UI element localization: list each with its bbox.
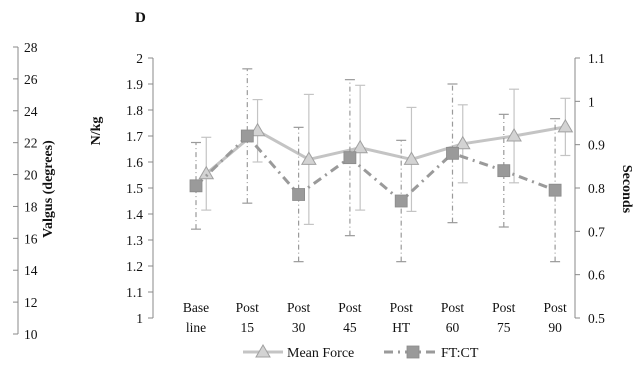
- ft-ct-error-bar: [550, 118, 561, 263]
- left-tick-label: 1.1: [126, 285, 143, 300]
- left-tick-label: 1.2: [126, 259, 143, 274]
- x-tick-label: Post 75: [492, 300, 516, 335]
- ft-ct-series-line: [194, 134, 556, 203]
- left-axis-title: N/kg: [89, 117, 104, 146]
- right-axis-title: Seconds: [619, 165, 634, 214]
- x-tick-label: Post 60: [441, 300, 465, 335]
- x-tick-label-line-1: Base: [183, 300, 209, 315]
- right-axis: 0.5 0.6 0.7 0.8 0.9 1 1.1 Seconds: [574, 51, 634, 326]
- x-tick-label-line-2: HT: [392, 320, 411, 335]
- x-tick-label-line-2: 45: [343, 320, 357, 335]
- legend-entry-label: Mean Force: [287, 346, 354, 361]
- x-tick-label-line-2: 75: [497, 320, 511, 335]
- left-tick-label: 2: [136, 51, 143, 66]
- mean-force-series-line: [205, 125, 566, 175]
- x-tick-label: Base line: [183, 300, 209, 335]
- right-tick-label: 1.1: [588, 51, 605, 66]
- x-tick-label-line-1: Post: [441, 300, 465, 315]
- outer-left-tick-label: 18: [24, 199, 38, 214]
- ft-ct-data-point: [446, 146, 459, 160]
- x-tick-label-line-1: Post: [543, 300, 567, 315]
- left-tick-label: 1: [136, 311, 143, 326]
- mean-force-data-point: [557, 118, 574, 133]
- x-tick-label: Post HT: [390, 300, 414, 335]
- outer-left-tick-label: 10: [24, 327, 38, 342]
- mean-force-data-point: [300, 151, 317, 165]
- x-tick-label: Post 90: [543, 300, 567, 335]
- ft-ct-data-point: [394, 194, 408, 208]
- outer-left-axis: 10 12 14 16 18 20 22 24 26 28 Valgus (degrees): [13, 40, 56, 342]
- ft-ct-error-bar: [191, 141, 201, 230]
- left-tick-label: 1.4: [126, 207, 143, 222]
- right-tick-label: 0.9: [588, 138, 605, 153]
- x-tick-label-line-1: Post: [236, 300, 260, 315]
- left-tick-label: 1.8: [126, 103, 143, 118]
- ft-ct-data-point: [292, 188, 306, 201]
- x-tick-label: Post 30: [287, 300, 311, 335]
- outer-left-tick-label: 20: [24, 168, 38, 183]
- ft-ct-data-point: [240, 129, 254, 143]
- ft-ct-error-bar: [293, 126, 304, 263]
- right-tick-label: 0.8: [588, 181, 605, 196]
- left-tick-label: 1.7: [126, 129, 143, 144]
- x-tick-label-line-1: Post: [390, 300, 414, 315]
- left-tick-label: 1.9: [126, 77, 143, 92]
- left-axis: 1 1.1 1.2 1.3 1.4 1.5 1.6 1.7 1.8 1.9 2 N/kg: [89, 51, 154, 326]
- right-tick-label: 0.5: [588, 311, 605, 326]
- x-tick-label: Post 15: [236, 300, 260, 335]
- x-tick-label-line-2: 15: [241, 320, 255, 335]
- outer-left-tick-label: 12: [24, 295, 38, 310]
- mean-force-data-point: [352, 139, 369, 154]
- legend-entry-label: FT:CT: [441, 346, 479, 361]
- mean-force-data-point: [454, 135, 471, 150]
- outer-left-tick-label: 26: [24, 72, 38, 87]
- x-tick-label-line-2: 60: [446, 320, 460, 335]
- outer-left-tick-label: 22: [24, 136, 38, 151]
- ft-ct-error-bar: [242, 68, 253, 204]
- ft-ct-data-point: [189, 179, 203, 193]
- mean-force-data-point: [198, 165, 215, 180]
- mean-force-data-point: [249, 122, 266, 137]
- x-tick-label-line-2: 30: [292, 320, 306, 335]
- outer-left-tick-label: 16: [24, 231, 38, 246]
- panel-label: D: [135, 10, 146, 26]
- left-tick-label: 1.6: [126, 155, 143, 170]
- outer-left-tick-label: 24: [24, 104, 38, 119]
- legend: Mean Force FT:CT: [243, 344, 479, 361]
- x-tick-label-line-1: Post: [338, 300, 362, 315]
- ft-ct-data-point: [497, 164, 511, 178]
- mean-force-data-point: [403, 151, 420, 165]
- legend-swatch-marker: [406, 345, 420, 359]
- outer-left-tick-label: 28: [24, 40, 38, 55]
- ft-ct-error-bar: [344, 79, 355, 237]
- left-tick-label: 1.3: [126, 233, 143, 248]
- legend-swatch-marker: [255, 344, 271, 358]
- right-tick-label: 1: [588, 94, 595, 109]
- mean-force-data-point: [506, 128, 522, 142]
- x-tick-label-line-1: Post: [492, 300, 516, 315]
- ft-ct-data-point: [548, 183, 562, 197]
- x-tick-label-line-2: line: [186, 320, 206, 335]
- ft-ct-error-bar: [447, 83, 458, 224]
- right-tick-label: 0.7: [588, 224, 605, 239]
- right-tick-label: 0.6: [588, 268, 605, 283]
- ft-ct-data-point: [343, 151, 357, 165]
- outer-left-tick-label: 14: [24, 263, 38, 278]
- x-tick-label: Post 45: [338, 300, 362, 335]
- plot-area: [189, 68, 574, 263]
- x-tick-label-line-2: 90: [548, 320, 562, 335]
- outer-left-axis-title: Valgus (degrees): [41, 140, 56, 238]
- left-tick-label: 1.5: [126, 181, 143, 196]
- x-tick-label-line-1: Post: [287, 300, 311, 315]
